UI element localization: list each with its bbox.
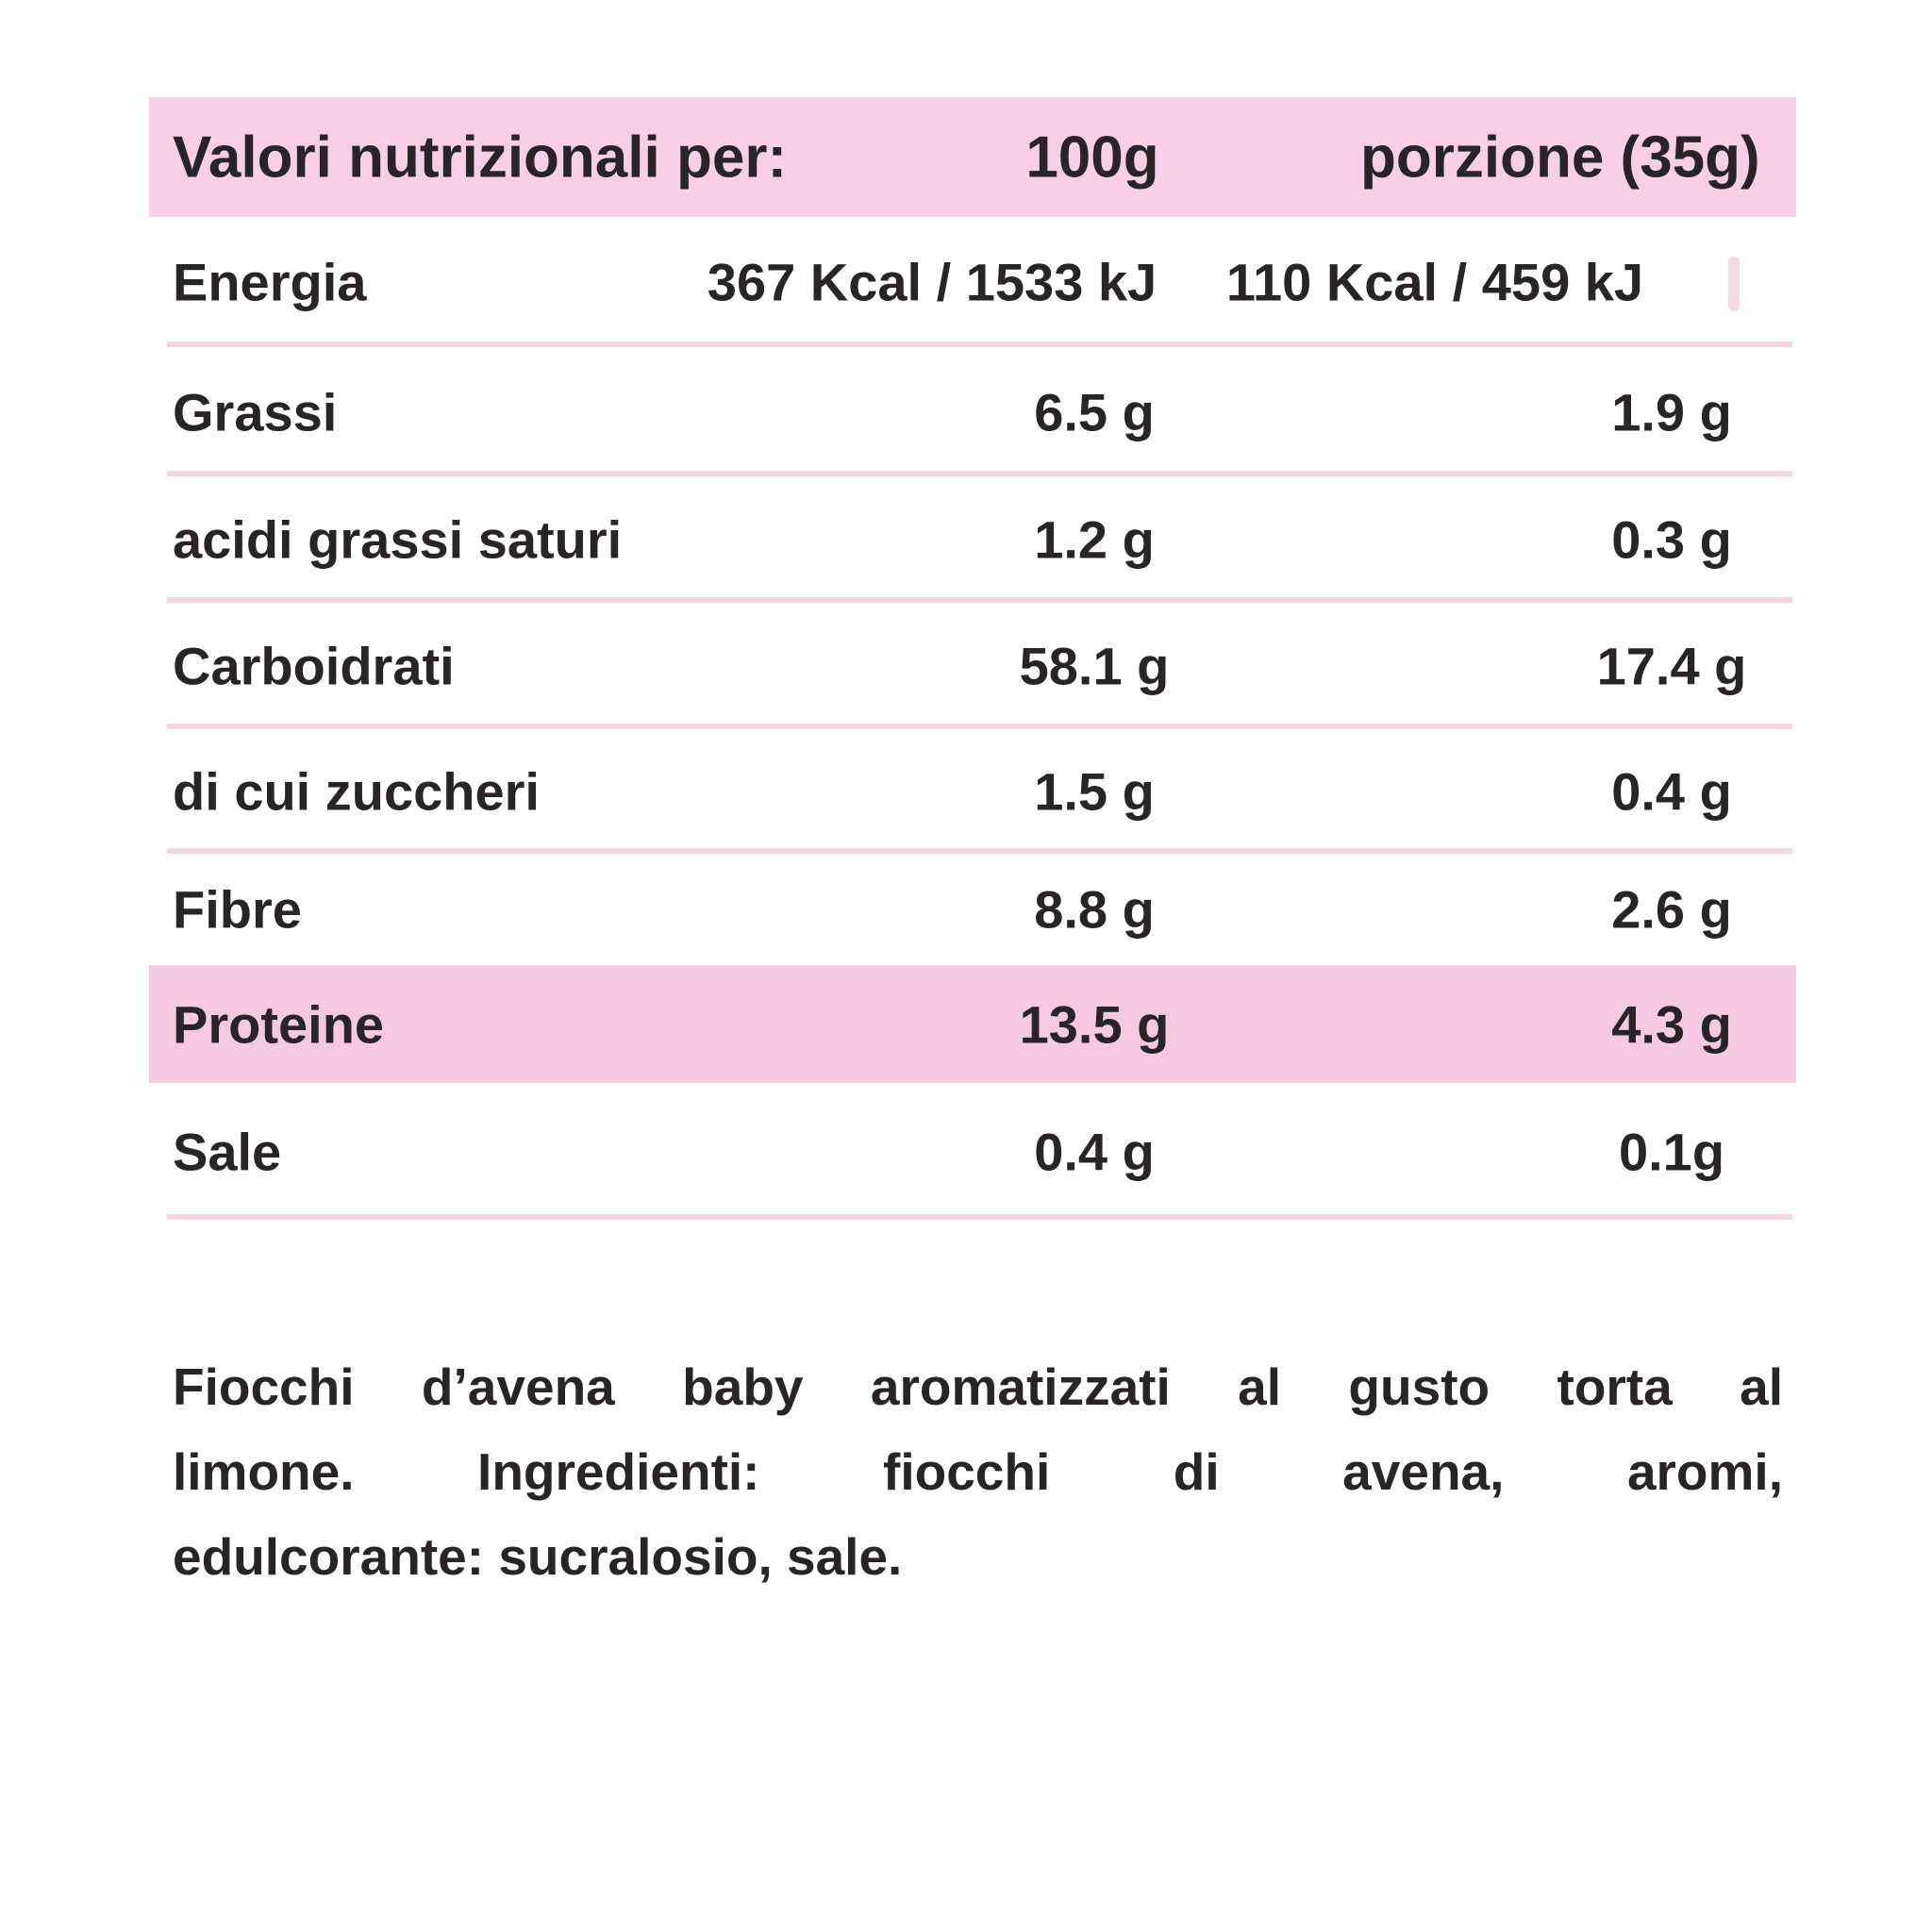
ingredients-line: Fiocchi d’avena baby aromatizzati al gus… <box>173 1357 1783 1416</box>
row-label: acidi grassi saturi <box>173 509 623 570</box>
value-per-portion: 1.9 g <box>1611 382 1732 441</box>
row-label: Sale <box>173 1122 282 1181</box>
table-row-carboidrati: Carboidrati 58.1 g 17.4 g <box>149 603 1796 729</box>
header-label: Valori nutrizionali per: <box>173 125 788 190</box>
value-per-100g: 13.5 g <box>1019 994 1170 1054</box>
value-per-100g: 367 Kcal / 1533 kJ <box>707 252 1158 312</box>
ingredients-line: edulcorante: sucralosio, sale. <box>173 1527 903 1586</box>
ingredients-line: limone. Ingredienti: fiocchi di avena, a… <box>173 1442 1783 1501</box>
value-per-portion: 17.4 g <box>1596 636 1747 696</box>
scan-artifact-mark <box>1728 257 1740 311</box>
table-row-fibre: Fibre 8.8 g 2.6 g <box>149 854 1796 965</box>
table-header-row: Valori nutrizionali per: 100g porzione (… <box>149 97 1796 217</box>
row-label: Energia <box>173 252 367 312</box>
ingredients-paragraph: Fiocchi d’avena baby aromatizzati al gus… <box>173 1344 1783 1599</box>
value-per-100g: 8.8 g <box>1034 879 1155 940</box>
value-per-portion: 0.3 g <box>1611 509 1732 570</box>
nutrition-table: Valori nutrizionali per: 100g porzione (… <box>149 97 1796 1220</box>
value-per-portion: 110 Kcal / 459 kJ <box>1225 252 1644 312</box>
row-label: Grassi <box>173 382 338 441</box>
header-col-portion: porzione (35g) <box>1360 125 1760 190</box>
value-per-portion: 0.4 g <box>1611 761 1732 822</box>
row-label: Proteine <box>173 994 385 1054</box>
table-row-sale: Sale 0.4 g 0.1g <box>149 1083 1796 1220</box>
row-label: di cui zuccheri <box>173 761 540 822</box>
table-row-grassi: Grassi 6.5 g 1.9 g <box>149 347 1796 476</box>
value-per-100g: 0.4 g <box>1034 1122 1155 1181</box>
value-per-portion: 2.6 g <box>1611 879 1732 940</box>
value-per-100g: 6.5 g <box>1034 382 1155 441</box>
value-per-100g: 1.5 g <box>1034 761 1155 822</box>
value-per-100g: 58.1 g <box>1019 636 1170 696</box>
value-per-100g: 1.2 g <box>1034 509 1155 570</box>
table-row-proteine-highlighted: Proteine 13.5 g 4.3 g <box>149 965 1796 1083</box>
value-per-portion: 0.1g <box>1618 1122 1725 1181</box>
header-col-100g: 100g <box>1025 125 1159 190</box>
row-label: Fibre <box>173 879 302 940</box>
table-row-di-cui-zuccheri: di cui zuccheri 1.5 g 0.4 g <box>149 729 1796 854</box>
row-label: Carboidrati <box>173 636 455 696</box>
table-row-energia: Energia 367 Kcal / 1533 kJ 110 Kcal / 45… <box>149 217 1796 347</box>
value-per-portion: 4.3 g <box>1611 994 1732 1054</box>
table-row-acidi-grassi-saturi: acidi grassi saturi 1.2 g 0.3 g <box>149 476 1796 603</box>
